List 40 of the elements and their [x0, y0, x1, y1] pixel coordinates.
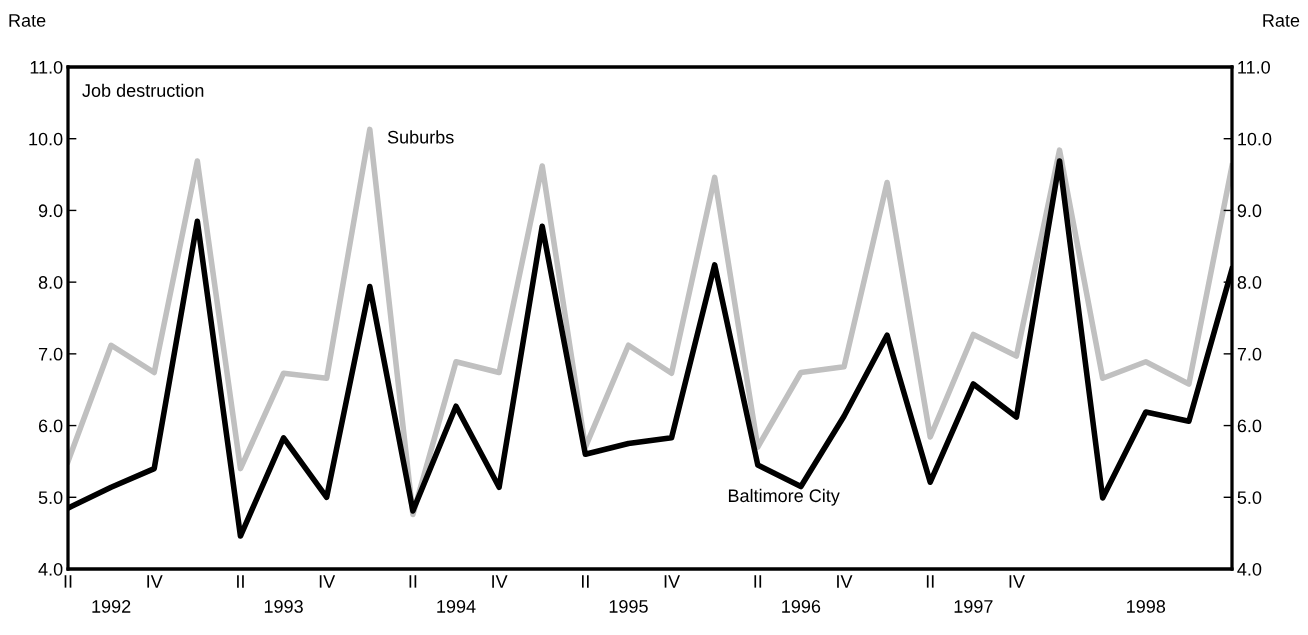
x-tick-label: II [926, 575, 934, 588]
y2-tick-label: 7.0 [1237, 347, 1262, 361]
x-tick-label: IV [664, 575, 681, 588]
y-tick-label: 5.0 [38, 491, 63, 505]
y-tick-label: 7.0 [38, 347, 63, 361]
y-tick-label: 8.0 [38, 276, 63, 289]
x-tick-label: IV [319, 575, 336, 588]
x-tick-label: II [237, 575, 244, 588]
x-tick-label: IV [147, 575, 163, 588]
y-tick-label: 10.0 [29, 132, 63, 146]
y-tick-label: 9.0 [38, 204, 63, 218]
y-axis-title: Rate [9, 14, 46, 27]
x-tick-label: 1994 [437, 600, 476, 613]
y2-tick-label: 5.0 [1237, 491, 1262, 505]
x-tick-label: IV [1009, 575, 1025, 588]
series-label: Suburbs [387, 130, 454, 144]
x-tick-label: IV [837, 575, 853, 588]
series-label: Baltimore City [728, 488, 840, 506]
y2-axis-title: Rate [1263, 14, 1300, 27]
y2-tick-label: 4.0 [1237, 562, 1262, 576]
y2-tick-label: 8.0 [1237, 276, 1262, 289]
y-tick-label: 11.0 [30, 60, 63, 74]
y2-tick-label: 9.0 [1237, 204, 1262, 218]
x-tick-label: 1998 [1127, 600, 1166, 613]
x-tick-label: 1996 [782, 600, 821, 613]
x-tick-label: II [64, 575, 72, 588]
x-tick-label: II [754, 575, 762, 588]
y-tick-label: 6.0 [38, 419, 63, 433]
y2-tick-label: 11.0 [1238, 60, 1270, 74]
x-tick-label: 1993 [264, 600, 303, 613]
x-tick-label: II [409, 575, 417, 588]
x-tick-label: 1992 [92, 600, 131, 613]
y-tick-label: 4.0 [38, 562, 63, 576]
x-tick-label: 1995 [609, 600, 648, 613]
x-tick-label: 1997 [954, 600, 993, 613]
y2-tick-label: 6.0 [1237, 419, 1262, 433]
x-tick-label: II [581, 575, 589, 588]
annotation: Job destruction [82, 83, 204, 97]
x-tick-label: IV [492, 575, 508, 588]
y2-tick-label: 10.0 [1238, 132, 1272, 146]
